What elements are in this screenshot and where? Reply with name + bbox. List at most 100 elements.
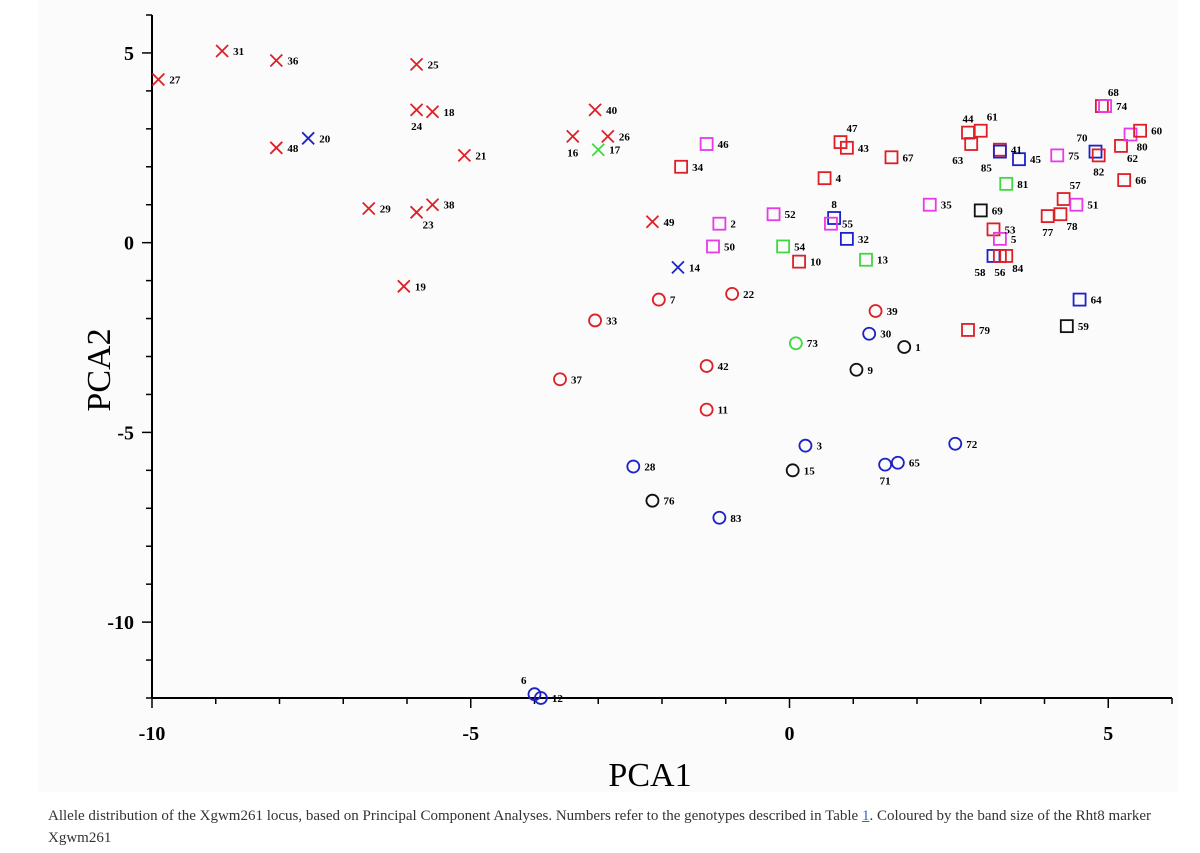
point-label: 61 [987,112,998,124]
x-marker-stroke [457,148,472,163]
x-marker-stroke [151,72,166,87]
table-link[interactable]: 1 [861,808,870,824]
circle-marker-point [878,457,893,472]
caption-text: Allele distribution of the Xgwm261 locus… [48,808,862,824]
square-marker-point [884,150,899,165]
point-label: 17 [609,145,621,157]
x-marker-stroke [409,57,424,71]
x-tick-label: 0 [785,723,795,745]
square-marker-point [776,239,791,254]
point-label: 34 [692,162,704,174]
point-label: 23 [423,219,435,231]
square-marker-point [1040,209,1055,224]
x-marker-point [269,141,283,155]
point-label: 70 [1077,133,1089,145]
circle-marker-point [699,402,714,417]
x-marker-point [215,44,229,58]
circle-marker-point [725,286,740,301]
point-label: 46 [718,139,730,151]
circle-marker-point [862,326,877,341]
circle-marker-point [712,510,727,525]
x-marker-stroke [269,53,283,68]
point-label: 84 [1012,263,1024,275]
y-tick-label: 5 [124,43,134,65]
point-label: 60 [1151,126,1163,138]
point-label: 55 [842,219,854,231]
point-label: 2 [730,219,736,231]
point-label: 10 [810,257,822,269]
x-marker-stroke [601,129,615,144]
point-label: 31 [233,46,244,58]
y-tick-label: -10 [107,612,134,634]
x-marker-stroke [591,143,605,157]
square-marker-point [1053,207,1068,222]
point-label: 58 [975,267,987,279]
point-label: 11 [718,405,728,417]
point-label: 32 [858,234,870,246]
circle-marker-point [868,304,883,318]
square-marker-point [992,231,1007,246]
x-marker-point [588,103,602,117]
square-marker-point [817,171,832,186]
point-label: 52 [785,209,797,221]
square-marker-point [973,123,988,138]
circle-marker-point [588,313,602,328]
point-label: 47 [847,123,859,135]
circle-marker-point [890,455,905,470]
square-marker-point [1059,319,1074,334]
x-marker-point [151,72,166,87]
square-marker-point [1098,99,1112,113]
x-marker-point [301,131,315,145]
square-marker-point [1072,292,1087,307]
point-label: 74 [1116,101,1128,113]
point-label: 14 [689,262,701,274]
point-label: 36 [287,56,299,68]
point-label: 40 [606,105,618,117]
caption-text-end: . Coloured by the band size of the Rht8 … [48,808,1152,846]
figure-panel: -10 -5 0 5 5 0 -5 -10 27 31 36 25 20 48 24 18 21 29 23 38 1… [38,0,1178,792]
circle-marker-point [626,459,641,474]
point-label: 68 [1108,87,1120,99]
x-marker-point [645,215,660,229]
square-marker-point [1114,139,1128,153]
square-marker-point [859,252,873,267]
x-marker-point [409,205,424,219]
point-label: 67 [903,152,915,164]
figure-caption: Allele distribution of the Xgwm261 locus… [48,805,1158,849]
axis-ticks: -10 -5 0 550-5-10 [107,14,1173,745]
square-marker-point [699,137,714,151]
data-points [151,44,1148,705]
circle-marker-point [785,463,800,478]
x-marker-stroke [645,215,660,229]
circle-marker-point [897,340,912,354]
circle-marker-point [553,372,567,387]
x-marker-point [362,201,376,216]
point-label: 13 [877,255,889,267]
point-label: 6 [521,675,527,687]
y-tick-label: -5 [117,422,134,444]
point-label: 57 [1070,180,1082,192]
square-marker-point [1012,152,1026,167]
point-label: 45 [1030,154,1042,166]
point-label: 35 [941,200,953,212]
y-tick-label: 0 [124,233,134,255]
point-label: 79 [979,325,991,337]
square-marker-point [1056,192,1071,206]
square-marker-point [961,125,975,140]
point-label: 41 [1011,145,1022,157]
circle-marker-point [651,292,666,307]
square-marker-point [999,249,1014,263]
square-marker-point [1088,144,1103,159]
circle-marker-point [533,691,548,705]
point-label: 53 [1005,224,1017,236]
point-label: 66 [1135,175,1147,187]
circle-marker-point [849,362,864,377]
square-marker-point [964,137,979,151]
point-label: 24 [411,121,423,133]
point-label: 54 [794,241,806,253]
point-label: 25 [428,59,440,71]
square-marker-point [1069,197,1084,212]
square-marker-point [1094,99,1109,113]
x-marker-stroke [409,103,424,117]
point-label: 75 [1068,150,1080,162]
